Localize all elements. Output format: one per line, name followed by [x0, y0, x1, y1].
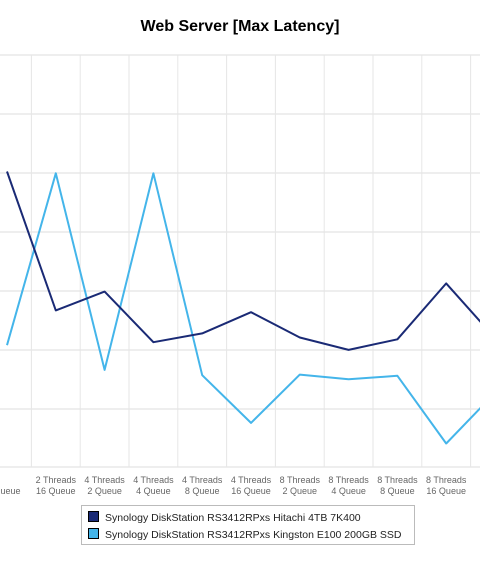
- x-tick-label: 8 Threads: [280, 475, 321, 485]
- x-tick-label: 8 Threads: [426, 475, 467, 485]
- x-tick-label: 4 Threads: [133, 475, 174, 485]
- legend-swatch-kingston: [88, 528, 99, 539]
- x-tick-label: 4 Threads: [182, 475, 223, 485]
- legend-label: Synology DiskStation RS3412RPxs Hitachi …: [105, 512, 361, 524]
- x-tick-label: 4 Queue: [331, 486, 366, 496]
- x-tick-label: 8 Queue: [380, 486, 415, 496]
- x-tick-label: 8 Queue: [185, 486, 220, 496]
- legend-item-kingston: Synology DiskStation RS3412RPxs Kingston…: [88, 528, 402, 542]
- x-tick-label: 2 Queue: [283, 486, 318, 496]
- x-tick-label: 2 Threads: [36, 475, 77, 485]
- x-tick-label: 16 Queue: [36, 486, 76, 496]
- x-tick-label: Queue: [0, 486, 21, 496]
- x-tick-label: 8 Threads: [328, 475, 369, 485]
- legend-item-hitachi: Synology DiskStation RS3412RPxs Hitachi …: [88, 511, 361, 525]
- series-line-hitachi: [6, 171, 480, 351]
- legend-label: Synology DiskStation RS3412RPxs Kingston…: [105, 529, 402, 541]
- x-tick-label: 16 Queue: [231, 486, 271, 496]
- series-line-kingston: [6, 172, 480, 445]
- chart-title: Web Server [Max Latency]: [140, 18, 340, 35]
- x-tick-label: 4 Threads: [84, 475, 125, 485]
- legend-swatch-hitachi: [88, 511, 99, 522]
- x-tick-label: 16 Queue: [426, 486, 466, 496]
- x-tick-label: 2 Queue: [87, 486, 122, 496]
- x-tick-label: 4 Queue: [136, 486, 171, 496]
- x-tick-label: 8 Threads: [377, 475, 418, 485]
- chart-legend: Synology DiskStation RS3412RPxs Hitachi …: [81, 505, 415, 545]
- x-tick-label: 4 Threads: [231, 475, 272, 485]
